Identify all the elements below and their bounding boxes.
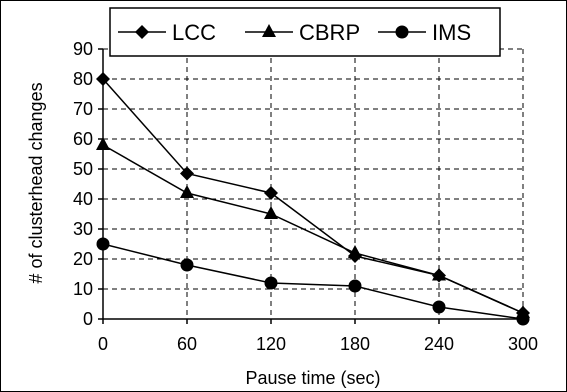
legend-entry-cbrp: CBRP: [245, 20, 360, 45]
series-ims: [96, 237, 530, 326]
series-layer: [96, 72, 530, 326]
y-tick-label-0: 0: [83, 309, 93, 329]
legend-label-ims: IMS: [432, 20, 471, 45]
point-ims-300: [516, 312, 530, 326]
y-tick-label-10: 10: [73, 279, 93, 299]
point-ims-0: [96, 237, 110, 251]
legend-marker-ims: [395, 25, 409, 39]
point-cbrp-120: [264, 206, 278, 219]
legend-marker-lcc: [135, 25, 149, 39]
y-tick-label-20: 20: [73, 249, 93, 269]
legend-entry-lcc: LCC: [118, 20, 216, 45]
y-tick-label-70: 70: [73, 99, 93, 119]
legend-label-lcc: LCC: [172, 20, 216, 45]
point-ims-120: [264, 276, 278, 290]
point-ims-60: [180, 258, 194, 272]
series-cbrp: [96, 137, 530, 318]
x-tick-label-60: 60: [177, 334, 197, 354]
point-lcc-120: [264, 186, 278, 200]
x-axis-label: Pause time (sec): [245, 368, 380, 388]
point-cbrp-180: [348, 245, 362, 258]
legend-label-cbrp: CBRP: [299, 20, 360, 45]
point-lcc-0: [96, 72, 110, 86]
point-ims-240: [432, 300, 446, 314]
legend-entry-ims: IMS: [378, 20, 471, 45]
y-tick-label-90: 90: [73, 39, 93, 59]
y-tick-label-80: 80: [73, 69, 93, 89]
x-tick-labels: 0 60 120 180 240 300: [98, 334, 538, 354]
x-tick-label-180: 180: [340, 334, 370, 354]
y-axis-label: # of clusterhead changes: [26, 82, 46, 283]
x-tick-label-0: 0: [98, 334, 108, 354]
point-ims-180: [348, 279, 362, 293]
legend-box: [109, 7, 501, 57]
y-tick-label-40: 40: [73, 189, 93, 209]
x-tick-label-300: 300: [508, 334, 538, 354]
y-tick-label-50: 50: [73, 159, 93, 179]
point-cbrp-240: [432, 267, 446, 281]
legend-marker-cbrp: [262, 24, 276, 37]
series-line-ims: [102, 243, 524, 320]
point-lcc-60: [180, 166, 194, 181]
grid-lines: [103, 48, 524, 319]
x-tick-label-120: 120: [256, 334, 286, 354]
axes: [98, 48, 524, 324]
series-line-cbrp: [102, 144, 524, 314]
point-cbrp-0: [96, 137, 110, 150]
x-tick-label-240: 240: [424, 334, 454, 354]
point-cbrp-60: [180, 185, 194, 198]
y-tick-label-60: 60: [73, 129, 93, 149]
series-line-lcc: [102, 78, 524, 314]
y-tick-label-30: 30: [73, 219, 93, 239]
y-tick-labels: 0 10 20 30 40 50 60 70 80 90: [73, 39, 93, 329]
legend: LCC CBRP IMS: [109, 7, 501, 57]
